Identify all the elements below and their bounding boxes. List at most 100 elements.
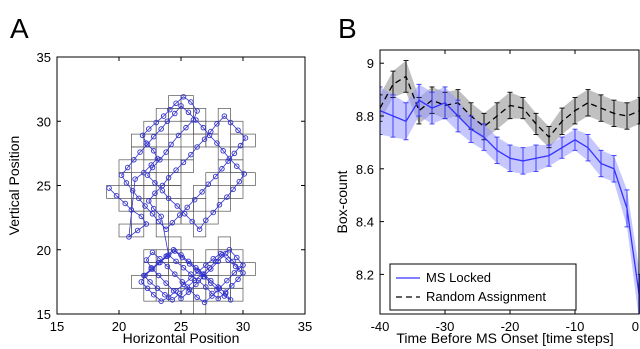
occupied-box: [193, 198, 207, 212]
data-point: [235, 276, 241, 283]
data-point: [143, 140, 150, 146]
data-point: [150, 133, 157, 140]
occupied-box: [168, 262, 182, 276]
panel-a-boxes: [106, 95, 256, 315]
data-point: [188, 271, 194, 277]
data-point: [214, 121, 220, 127]
data-point: [195, 268, 202, 275]
legend-label-ms-locked: MS Locked: [426, 270, 491, 285]
x-tick-label: 25: [174, 319, 188, 334]
occupied-box: [168, 133, 182, 148]
data-point: [203, 262, 209, 268]
data-point: [163, 253, 169, 259]
legend-box: [389, 263, 577, 311]
data-point: [178, 103, 184, 109]
data-point: [180, 281, 187, 288]
data-point: [215, 284, 221, 290]
data-point: [185, 289, 192, 295]
data-point: [173, 258, 179, 265]
data-point: [169, 220, 176, 226]
data-point: [129, 187, 136, 194]
data-point: [153, 119, 159, 126]
data-point: [178, 252, 184, 258]
occupied-box: [193, 120, 207, 135]
data-point: [150, 148, 157, 154]
data-point: [141, 169, 147, 176]
data-point: [180, 94, 187, 100]
trajectory-line: [108, 96, 247, 303]
data-point: [229, 282, 235, 289]
data-point: [185, 109, 192, 116]
data-point: [221, 113, 228, 119]
data-point: [206, 264, 213, 271]
data-point: [196, 226, 203, 232]
data-point: [173, 100, 179, 107]
x-tick-label: -10: [566, 319, 585, 334]
panel-b: B -40 -30 -20 -10 0 8.2 8.4 8.6 8.8 9 Time Befor…: [334, 13, 640, 346]
data-point: [165, 175, 172, 181]
x-tick-label: 0: [632, 319, 639, 334]
legend-label-random-assignment: Random Assignment: [426, 289, 546, 304]
data-point: [175, 132, 182, 139]
data-point: [234, 163, 240, 169]
data-point: [118, 172, 125, 178]
data-point: [194, 144, 200, 150]
data-point: [158, 213, 164, 220]
data-point: [216, 202, 223, 208]
y-tick-label: 25: [37, 179, 51, 194]
data-point: [193, 281, 199, 288]
occupied-box: [205, 120, 219, 135]
data-point: [163, 280, 169, 286]
data-point: [208, 280, 214, 286]
occupied-box: [168, 236, 182, 251]
data-point: [177, 290, 183, 297]
data-point: [200, 273, 207, 280]
panel-a-trajectory: [108, 96, 247, 303]
data-point: [226, 155, 233, 162]
data-point: [149, 249, 156, 256]
panel-a-y-ticks: 15 20 25 30 35: [37, 50, 305, 322]
data-point: [113, 193, 120, 199]
data-point: [165, 294, 172, 301]
data-point: [189, 218, 195, 225]
occupied-box: [155, 223, 169, 238]
data-point: [148, 162, 154, 168]
data-point: [170, 288, 177, 294]
panel-a-letter: A: [10, 13, 29, 44]
data-point: [188, 275, 194, 281]
panel-a-points: [106, 94, 249, 306]
y-tick-label: 35: [37, 50, 51, 65]
data-point: [183, 124, 189, 131]
data-point: [209, 293, 215, 299]
data-point: [205, 181, 212, 187]
data-point: [141, 272, 147, 279]
data-point: [221, 293, 228, 299]
series-line-random-assignment: [380, 75, 640, 139]
data-point: [179, 254, 185, 261]
panel-b-letter: B: [338, 13, 357, 44]
occupied-box: [193, 262, 207, 276]
panel-a: A 15 20 25 30 35 15 20 25 30 35 Horizontal Posit…: [6, 13, 312, 346]
data-point: [173, 167, 179, 173]
data-point: [181, 211, 188, 217]
series-line-ms-locked: [380, 99, 640, 301]
data-point: [186, 286, 193, 293]
occupied-box: [217, 236, 231, 251]
y-tick-label: 15: [37, 307, 51, 322]
data-point: [144, 285, 151, 292]
data-point: [134, 227, 141, 234]
data-point: [231, 150, 238, 157]
data-point: [146, 126, 152, 132]
data-point: [190, 117, 197, 123]
y-tick-label: 9: [367, 56, 374, 71]
data-point: [178, 295, 184, 302]
data-point: [224, 194, 230, 200]
data-point: [186, 261, 193, 267]
panel-a-y-axis-label: Vertical Position: [6, 136, 22, 236]
occupied-box: [131, 146, 145, 161]
data-point: [144, 172, 151, 178]
data-point: [165, 195, 172, 202]
data-point: [188, 151, 194, 158]
x-tick-label: -20: [501, 319, 520, 334]
